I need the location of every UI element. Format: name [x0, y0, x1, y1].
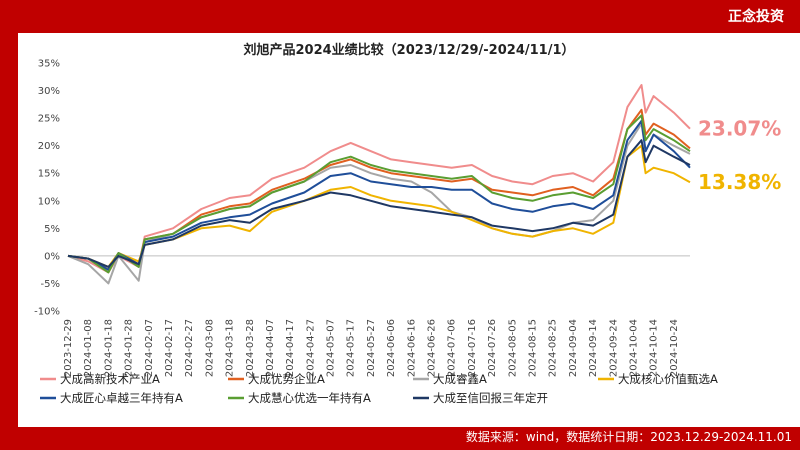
x-tick-label: 2024-02-27 [184, 319, 195, 377]
x-tick-label: 2024-04-07 [265, 319, 276, 377]
y-tick-label: 35% [38, 59, 60, 70]
legend-label: 大成核心价值甄选A [618, 372, 718, 386]
x-tick-label: 2024-01-18 [103, 319, 114, 377]
y-tick-label: 15% [38, 169, 60, 180]
x-tick-label: 2024-09-04 [568, 319, 579, 377]
x-tick-label: 2024-03-28 [245, 319, 256, 377]
x-tick-label: 2024-07-26 [487, 319, 498, 377]
x-tick-label: 2024-08-05 [507, 319, 518, 377]
x-tick-label: 2024-07-16 [467, 319, 478, 377]
x-tick-label: 2024-04-17 [285, 319, 296, 377]
x-tick-label: 2024-03-08 [204, 319, 215, 377]
x-tick-label: 2024-01-08 [83, 319, 94, 377]
x-tick-label: 2024-07-06 [447, 319, 458, 377]
series-line [67, 139, 691, 268]
y-tick-label: 25% [38, 114, 60, 125]
chart-title: 刘旭产品2024业绩比较（2023/12/29/-2024/11/1） [243, 43, 575, 58]
legend-label: 大成慧心优选一年持有A [248, 391, 371, 405]
x-tick-label: 2023-12-29 [63, 319, 74, 377]
y-tick-label: 5% [44, 224, 60, 235]
x-tick-label: 2024-09-14 [588, 319, 599, 377]
y-tick-label: -5% [41, 279, 60, 290]
x-tick-label: 2024-02-17 [164, 319, 175, 377]
x-tick-label: 2024-05-07 [326, 319, 337, 377]
data-source-note: 数据来源：wind，数据统计日期：2023.12.29-2024.11.01 [465, 430, 792, 444]
y-tick-label: -10% [34, 307, 60, 318]
x-tick-label: 2024-03-18 [225, 319, 236, 377]
series-line [67, 108, 691, 271]
series-line [67, 119, 691, 271]
y-tick-label: 30% [38, 86, 60, 97]
x-tick-label: 2024-04-27 [305, 319, 316, 377]
brand-logo-text: 正念投资 [728, 9, 784, 25]
y-tick-label: 10% [38, 196, 60, 207]
legend-label: 大成优势企业A [248, 372, 325, 386]
x-tick-label: 2024-05-27 [366, 319, 377, 377]
x-tick-label: 2024-01-28 [124, 319, 135, 377]
x-tick-label: 2024-10-14 [649, 319, 660, 377]
legend-label: 大成匠心卓越三年持有A [60, 391, 183, 405]
legend-label: 大成高新技术产业A [60, 372, 160, 386]
series-line [67, 114, 691, 274]
legend-label: 大成至信回报三年定开 [433, 391, 548, 405]
line-chart: -10% -5% 0% 5% 10% 15% 20% 25% 30% 35% 2023-12-29 2… [34, 59, 781, 406]
x-tick-label: 2024-05-17 [346, 319, 357, 377]
x-tick-label: 2024-10-24 [669, 319, 680, 377]
end-value-label: 23.07% [698, 117, 781, 141]
x-tick-label: 2024-06-26 [427, 319, 438, 377]
x-tick-label: 2024-10-04 [628, 319, 639, 377]
x-tick-label: 2024-08-25 [548, 319, 559, 377]
chart-panel: 刘旭产品2024业绩比较（2023/12/29/-2024/11/1） -10%… [18, 33, 800, 427]
legend-label: 大成睿鑫A [433, 372, 487, 386]
y-tick-label: 0% [44, 251, 60, 262]
end-value-label: 13.38% [698, 170, 781, 194]
x-tick-label: 2024-09-24 [608, 319, 619, 377]
series-line [67, 84, 691, 274]
x-tick-label: 2024-08-15 [527, 319, 538, 377]
x-tick-label: 2024-02-07 [144, 319, 155, 377]
x-tick-label: 2024-06-06 [386, 319, 397, 377]
x-tick-label: 2024-06-16 [406, 319, 417, 377]
y-tick-label: 20% [38, 141, 60, 152]
